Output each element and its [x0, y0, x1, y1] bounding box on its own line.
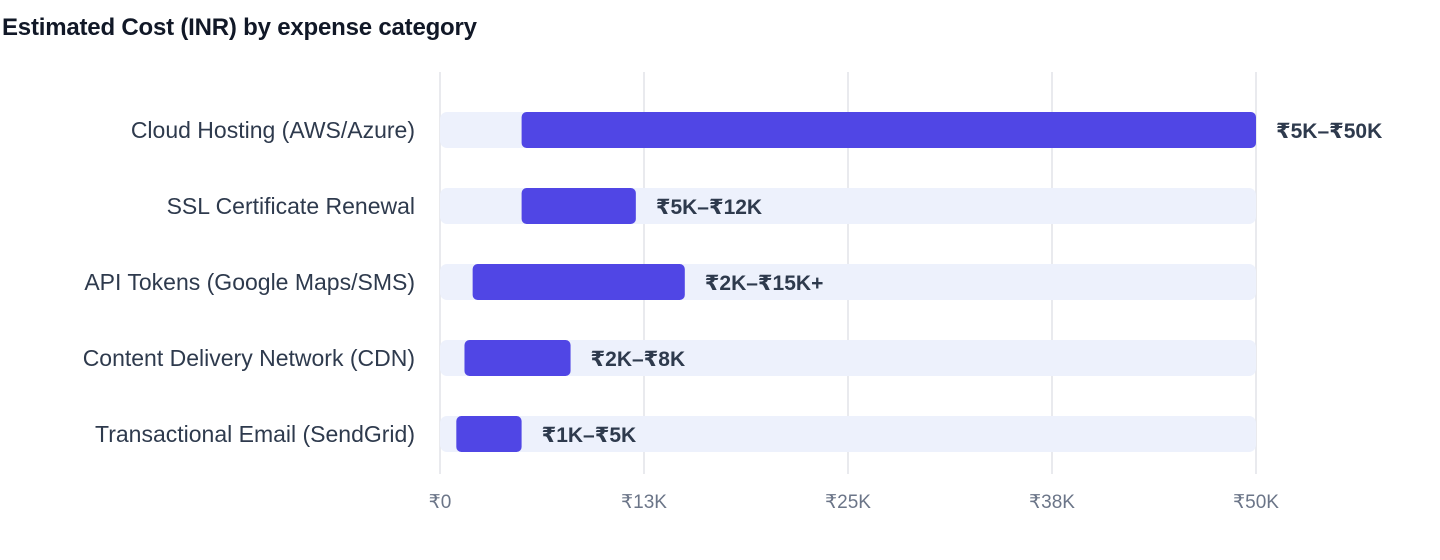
x-tick-label: ₹38K — [1029, 492, 1075, 513]
x-tick-label: ₹13K — [621, 492, 667, 513]
bar-track — [440, 188, 1256, 224]
bar-track — [440, 340, 1256, 376]
data-label: ₹5K–₹12K — [656, 196, 762, 219]
data-label: ₹2K–₹15K+ — [705, 272, 824, 295]
chart-title: Estimated Cost (INR) by expense category — [2, 14, 477, 41]
x-tick-label: ₹25K — [825, 492, 871, 513]
x-tick-label: ₹50K — [1233, 492, 1279, 513]
range-bar — [521, 112, 1256, 148]
range-bar — [472, 264, 685, 300]
category-label: API Tokens (Google Maps/SMS) — [84, 269, 415, 295]
data-label: ₹1K–₹5K — [542, 424, 637, 447]
range-bar — [521, 188, 636, 224]
data-label: ₹2K–₹8K — [591, 348, 686, 371]
x-tick-label: ₹0 — [429, 492, 452, 513]
data-label: ₹5K–₹50K — [1276, 120, 1382, 143]
category-label: Transactional Email (SendGrid) — [95, 421, 415, 447]
category-label: Content Delivery Network (CDN) — [83, 345, 415, 371]
category-label: SSL Certificate Renewal — [167, 193, 415, 219]
category-label: Cloud Hosting (AWS/Azure) — [131, 117, 415, 143]
range-bar — [464, 340, 571, 376]
bar-track — [440, 416, 1256, 452]
range-bar — [456, 416, 522, 452]
